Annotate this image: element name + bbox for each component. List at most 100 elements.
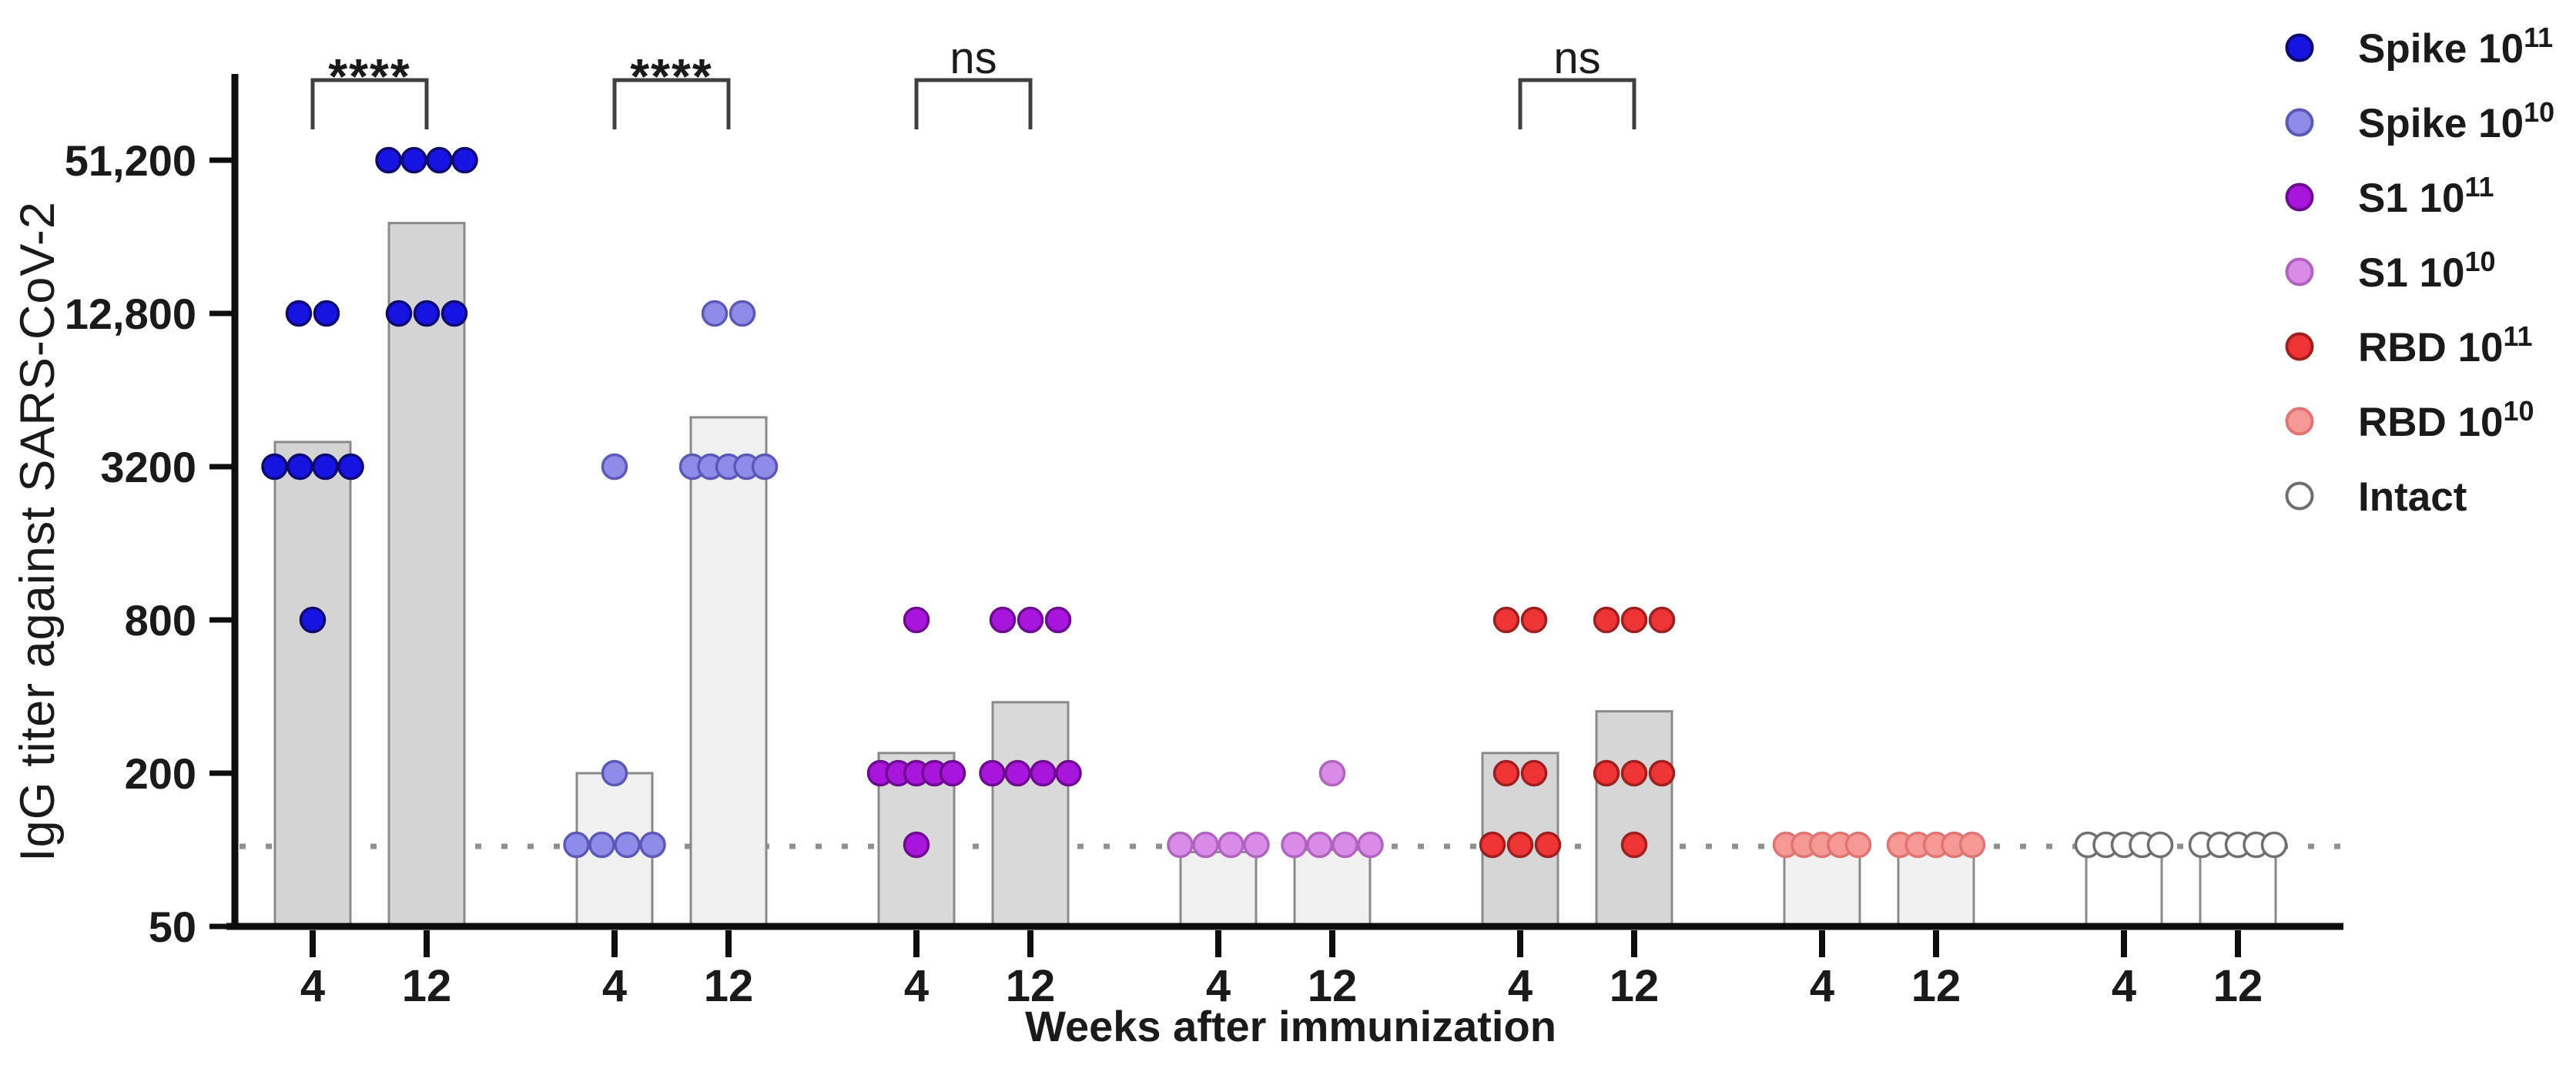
data-point — [1648, 759, 1676, 787]
significance-label: **** — [630, 49, 713, 104]
bar-Spike1011-week12 — [387, 222, 466, 928]
data-point — [1243, 831, 1270, 859]
legend-marker-Spike1010 — [2285, 108, 2314, 137]
data-point — [1281, 831, 1308, 859]
x-tick-label: 12 — [2213, 961, 2263, 1011]
y-tick-label: 51,200 — [65, 136, 196, 185]
data-point — [1004, 759, 1031, 787]
data-point — [1534, 831, 1562, 859]
bar-Spike1010-week12 — [689, 416, 768, 928]
data-point — [1492, 759, 1520, 787]
data-point — [1648, 606, 1676, 634]
data-point — [261, 453, 288, 481]
data-point — [1844, 831, 1872, 859]
significance-bracket — [914, 78, 1033, 129]
data-point — [299, 606, 327, 634]
significance-label: ns — [950, 33, 997, 83]
data-point — [601, 759, 628, 787]
data-point — [751, 453, 779, 481]
bar-Spike1011-week4 — [273, 440, 352, 928]
data-point — [989, 606, 1017, 634]
data-point — [440, 300, 468, 327]
data-point — [312, 453, 339, 481]
legend-layer: Spike 1011 Spike 1010 S1 1011 S1 1010 RBD 10… — [2285, 22, 2554, 520]
y-tick-label: 200 — [125, 749, 196, 798]
legend-marker-Spike1011 — [2285, 33, 2314, 62]
bar-Intact-week4 — [2085, 850, 2163, 928]
x-tick-label: 12 — [1911, 961, 1961, 1011]
data-point — [375, 146, 402, 174]
bar-RBD1010-week12 — [1897, 850, 1975, 928]
significance-bracket — [1518, 78, 1636, 129]
data-point — [2260, 831, 2288, 859]
data-point — [1218, 831, 1244, 859]
data-point — [1357, 831, 1384, 859]
x-tick-label: 4 — [904, 961, 929, 1011]
data-point — [1506, 831, 1534, 859]
tick-labels-layer: 50 200 800 3200 12,800 51,200 4 12 4 12 4 12 4 12 4 12 4… — [65, 136, 2263, 1011]
data-point — [1167, 831, 1194, 859]
data-point — [1318, 759, 1346, 787]
data-point — [1620, 606, 1648, 634]
y-axis-title: IgG titer against SARS-CoV-2 — [11, 201, 65, 862]
bar-RBD1011-week12 — [1595, 710, 1673, 928]
data-point — [1479, 831, 1506, 859]
data-point — [285, 300, 313, 327]
significance-label: ns — [1553, 33, 1600, 83]
data-point — [1520, 606, 1548, 634]
bar-Intact-week12 — [2199, 850, 2277, 928]
y-tick-label: 12,800 — [65, 290, 196, 338]
x-tick-label: 12 — [1308, 961, 1358, 1011]
bar-S11010-week4 — [1179, 850, 1258, 928]
legend-marker-S11010 — [2285, 257, 2314, 286]
legend-label: S1 1010 — [2358, 246, 2496, 296]
legend-label: Spike 1011 — [2358, 22, 2553, 72]
x-tick-label: 12 — [1610, 961, 1660, 1011]
x-tick-label: 4 — [1810, 961, 1834, 1011]
data-point — [286, 453, 313, 481]
data-point — [639, 831, 666, 859]
significance-label: **** — [328, 49, 411, 104]
x-tick-label: 12 — [402, 961, 452, 1011]
data-point — [1492, 606, 1520, 634]
data-point — [729, 300, 756, 327]
data-point — [1520, 759, 1548, 787]
data-point — [601, 453, 628, 481]
data-point — [1044, 606, 1072, 634]
x-tick-label: 4 — [2112, 961, 2136, 1011]
legend-label: RBD 1011 — [2358, 320, 2533, 370]
legend-label: RBD 1010 — [2358, 395, 2534, 445]
data-point — [563, 831, 590, 859]
data-point — [1055, 759, 1082, 787]
bar-RBD1010-week4 — [1783, 850, 1861, 928]
axes-layer — [209, 74, 2343, 957]
data-point — [1017, 606, 1044, 634]
data-point — [1958, 831, 1986, 859]
x-axis-title: Weeks after immunization — [1025, 1002, 1556, 1050]
bar-S11010-week12 — [1293, 849, 1372, 928]
data-point — [385, 300, 413, 327]
legend-label: Spike 1010 — [2358, 96, 2554, 146]
data-point — [903, 831, 930, 859]
y-tick-label: 50 — [149, 903, 196, 951]
data-point — [903, 606, 930, 634]
x-tick-label: 12 — [1006, 961, 1056, 1011]
data-point — [1593, 606, 1620, 634]
data-points-layer — [261, 146, 2288, 859]
data-point — [1192, 831, 1219, 859]
data-point — [451, 146, 478, 174]
x-tick-label: 4 — [300, 961, 325, 1011]
significance-layer: **** **** ns ns — [310, 33, 1636, 129]
significance-bracket — [310, 78, 429, 129]
bars-layer — [273, 222, 2277, 928]
data-point — [979, 759, 1006, 787]
significance-bracket — [612, 78, 731, 129]
data-point — [1030, 759, 1057, 787]
legend-marker-Intact — [2285, 481, 2314, 511]
data-point — [701, 300, 729, 327]
legend-label: S1 1011 — [2358, 171, 2494, 221]
legend-marker-RBD1011 — [2285, 332, 2314, 361]
data-point — [2146, 831, 2174, 859]
